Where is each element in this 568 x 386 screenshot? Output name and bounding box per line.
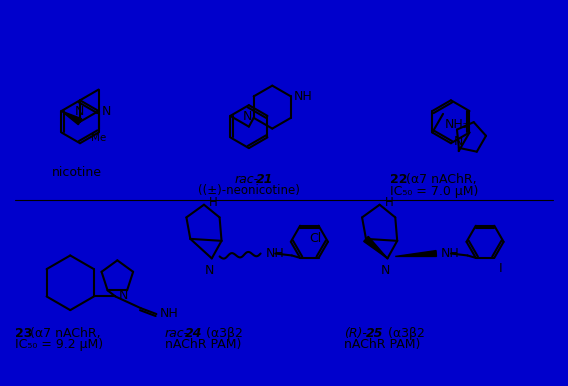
Text: 25: 25 [366,327,383,340]
Text: NH: NH [265,247,284,260]
Text: rac-: rac- [234,173,258,186]
Text: NH₂: NH₂ [445,118,469,131]
Text: nAChR PAM): nAChR PAM) [344,339,420,351]
Text: (α3β2: (α3β2 [198,327,243,340]
Polygon shape [61,111,82,125]
Text: NH: NH [159,306,178,320]
Text: N: N [243,110,253,123]
Polygon shape [364,236,387,258]
Text: IC₅₀ = 9.2 μM): IC₅₀ = 9.2 μM) [15,339,103,351]
Text: rac-: rac- [165,327,189,340]
Text: nAChR PAM): nAChR PAM) [165,339,241,351]
Text: NH: NH [294,90,312,103]
Text: (α7 nAChR,: (α7 nAChR, [402,173,477,186]
Text: N: N [454,135,463,148]
Text: N: N [205,264,215,277]
Text: 21: 21 [256,173,273,186]
Text: nicotine: nicotine [52,166,102,179]
Text: N: N [381,264,390,277]
Text: H: H [209,196,218,209]
Text: N: N [74,105,83,118]
Text: N: N [102,105,111,117]
Text: (R)-: (R)- [344,327,366,340]
Text: (α7 nAChR,: (α7 nAChR, [26,327,101,340]
Text: NH: NH [441,247,460,260]
Text: 22: 22 [390,173,408,186]
Text: N: N [118,289,128,302]
Text: I: I [499,262,503,275]
Text: (α3β2: (α3β2 [379,327,424,340]
Text: Me: Me [91,133,106,143]
Text: 23: 23 [15,327,32,340]
Text: IC₅₀ = 7.0 μM): IC₅₀ = 7.0 μM) [390,185,479,198]
Text: ((±)-neonicotine): ((±)-neonicotine) [198,184,300,197]
Text: Cl: Cl [310,232,322,245]
Text: H: H [385,196,393,209]
Polygon shape [395,251,436,256]
Text: 24: 24 [185,327,202,340]
